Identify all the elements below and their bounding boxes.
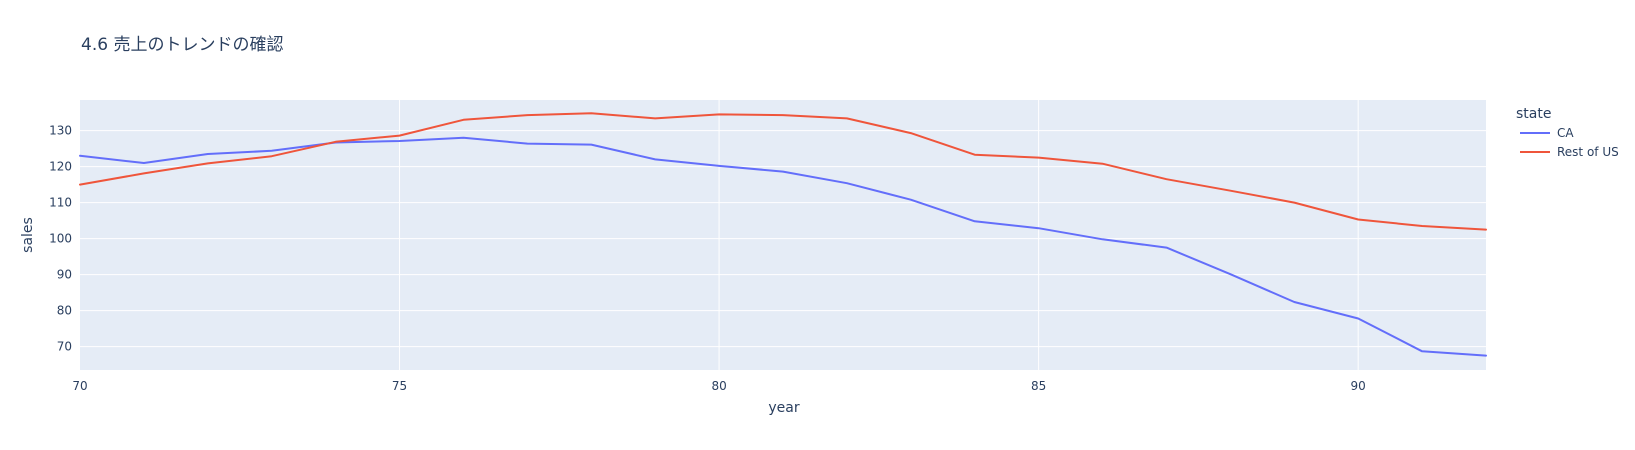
y-tick-label: 90 [57,268,72,282]
series-line-rest-of-us [79,112,1487,231]
legend-label: Rest of US [1557,145,1619,159]
y-tick-label: 70 [57,340,72,354]
x-gridlines [399,100,1359,370]
legend-item[interactable]: Rest of US [1520,145,1619,159]
series-lines [79,112,1487,357]
y-tick-label: 100 [49,232,72,246]
series-line-ca [79,136,1487,357]
y-gridlines [80,130,1486,348]
legend-items[interactable]: CA Rest of US [1520,126,1619,159]
y-axis-ticks: 70 80 90 100 110 120 130 [49,124,72,354]
x-tick-label: 75 [392,379,407,393]
y-tick-label: 120 [49,160,72,174]
y-tick-label: 80 [57,304,72,318]
x-axis-ticks: 70 75 80 85 90 [72,379,1365,393]
x-tick-label: 70 [72,379,87,393]
legend-title: state [1516,106,1551,122]
y-axis-title: sales [20,217,36,253]
legend-item[interactable]: CA [1520,126,1574,140]
x-axis-title: year [768,400,799,416]
chart-title: 4.6 売上のトレンドの確認 [81,35,283,55]
x-tick-label: 85 [1031,379,1046,393]
x-tick-label: 80 [711,379,726,393]
legend[interactable]: state CA Rest of US [1516,106,1619,159]
plot-area [80,100,1486,370]
x-tick-label: 90 [1351,379,1366,393]
legend-label: CA [1557,126,1574,140]
y-tick-label: 130 [49,124,72,138]
y-tick-label: 110 [49,196,72,210]
